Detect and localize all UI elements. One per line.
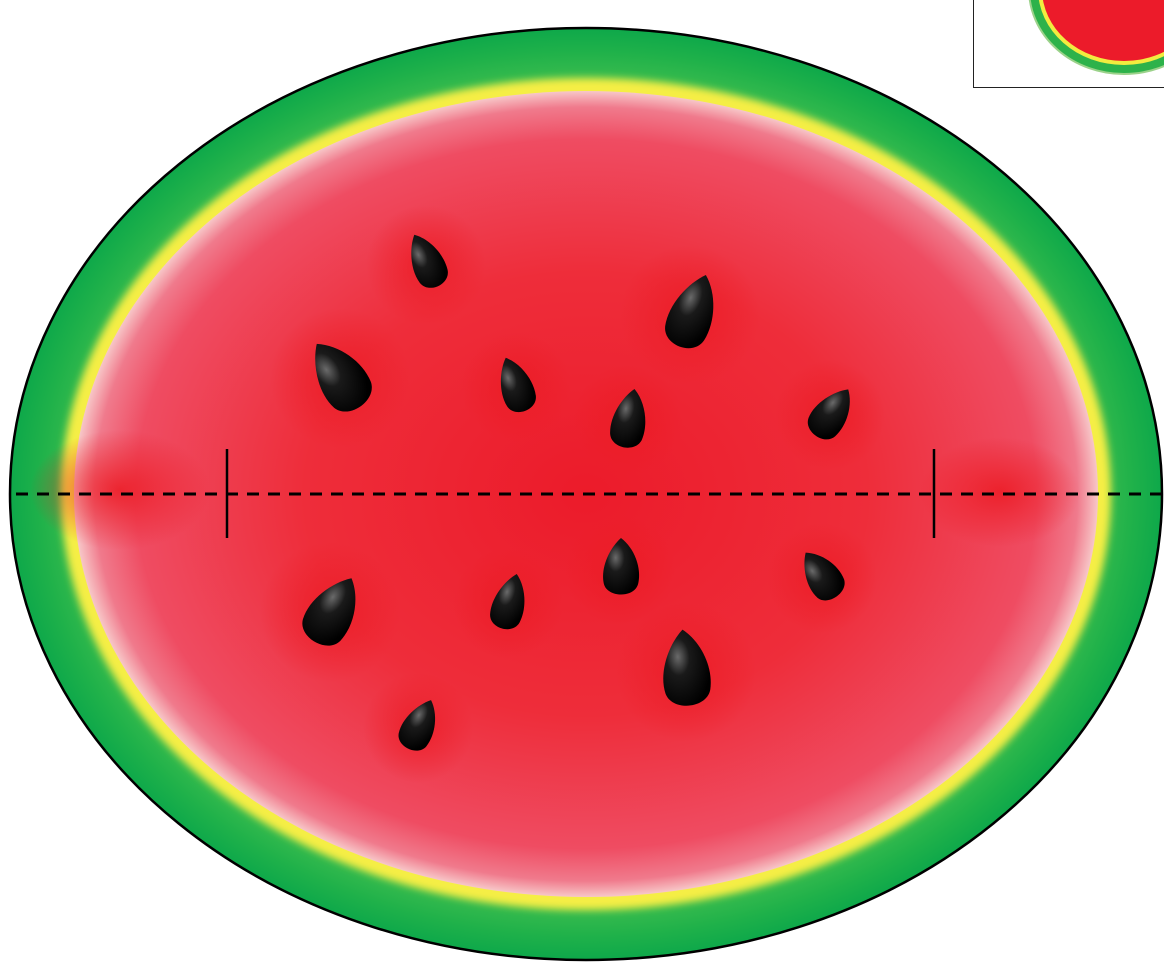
inset-thumbnail [973,0,1164,88]
thumbnail-watermelon [974,0,1164,88]
